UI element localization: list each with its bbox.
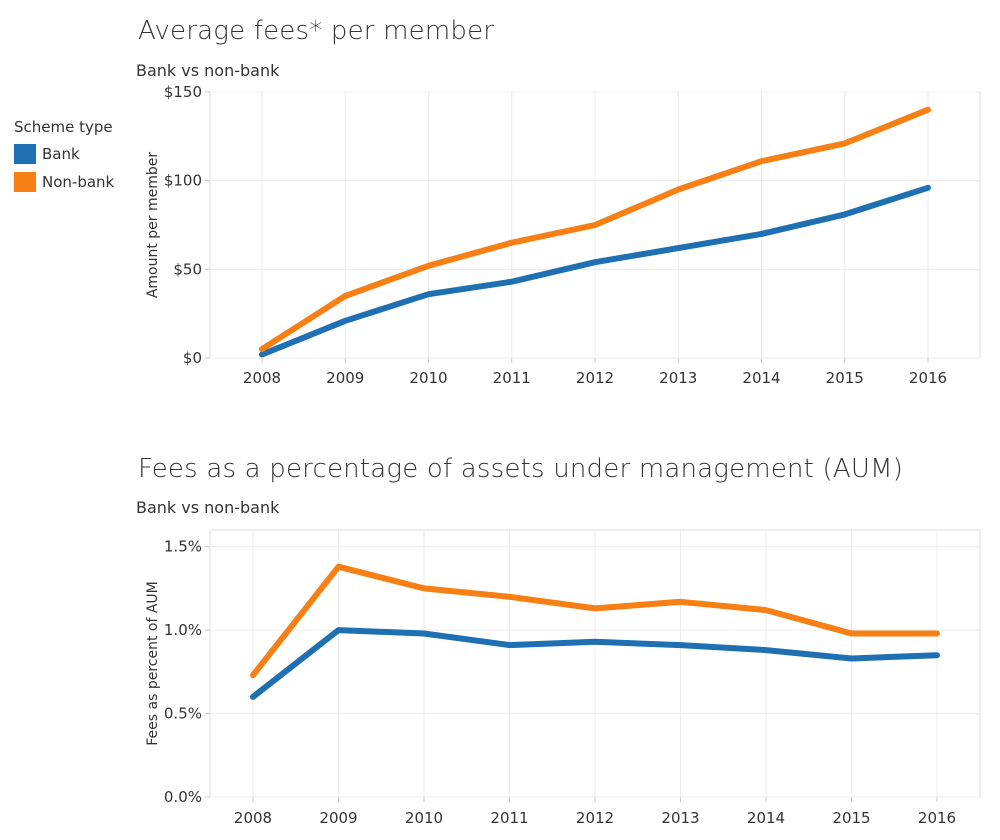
x-tick-label: 2014 xyxy=(742,369,780,387)
chart1-title: Average fees* per member xyxy=(138,16,495,46)
series-line-bank[interactable] xyxy=(259,184,931,358)
y-tick-label: 1.5% xyxy=(164,538,202,556)
chart1-subtitle: Bank vs non-bank xyxy=(136,61,280,80)
series-line-non-bank[interactable] xyxy=(250,563,940,679)
legend-item-bank[interactable]: Bank xyxy=(14,140,114,168)
chart2-title: Fees as a percentage of assets under man… xyxy=(138,454,904,484)
y-axis-label: Fees as percent of AUM xyxy=(145,581,161,746)
legend-title: Scheme type xyxy=(14,118,113,136)
x-tick-label: 2010 xyxy=(405,809,443,827)
y-axis-label: Amount per member xyxy=(145,152,161,299)
y-tick-label: $100 xyxy=(164,172,202,190)
chart2-subtitle: Bank vs non-bank xyxy=(136,498,280,517)
series-line-bank[interactable] xyxy=(250,627,940,700)
x-tick-label: 2014 xyxy=(747,809,785,827)
y-tick-label: 0.5% xyxy=(164,705,202,723)
x-tick-label: 2013 xyxy=(659,369,697,387)
y-tick-label: $0 xyxy=(183,349,202,367)
x-tick-label: 2008 xyxy=(243,369,281,387)
legend: Scheme type Bank Non-bank xyxy=(14,118,114,196)
x-tick-label: 2009 xyxy=(326,369,364,387)
x-tick-label: 2008 xyxy=(234,809,272,827)
x-tick-label: 2016 xyxy=(918,809,956,827)
x-tick-label: 2012 xyxy=(576,809,614,827)
y-tick-label: 0.0% xyxy=(164,788,202,806)
fees-per-member-chart: 2008 2009 2010 2011 2012 2013 2014 2015 2016 $0 $5… xyxy=(145,83,981,387)
y-tick-label: $50 xyxy=(173,260,202,278)
series-line-non-bank[interactable] xyxy=(259,106,931,353)
x-tick-label: 2010 xyxy=(409,369,447,387)
x-tick-label: 2012 xyxy=(576,369,614,387)
x-tick-label: 2011 xyxy=(493,369,531,387)
y-tick-label: $150 xyxy=(164,83,202,101)
x-tick-label: 2009 xyxy=(319,809,357,827)
x-tick-label: 2011 xyxy=(490,809,528,827)
x-tick-label: 2015 xyxy=(832,809,870,827)
y-tick-label: 1.0% xyxy=(164,621,202,639)
x-tick-label: 2015 xyxy=(826,369,864,387)
legend-item-non-bank[interactable]: Non-bank xyxy=(14,168,114,196)
legend-label-non-bank: Non-bank xyxy=(42,173,115,191)
x-tick-label: 2016 xyxy=(909,369,947,387)
legend-swatch-bank xyxy=(14,144,36,164)
legend-label-bank: Bank xyxy=(42,145,80,163)
x-tick-label: 2013 xyxy=(661,809,699,827)
legend-swatch-non-bank xyxy=(14,172,36,192)
